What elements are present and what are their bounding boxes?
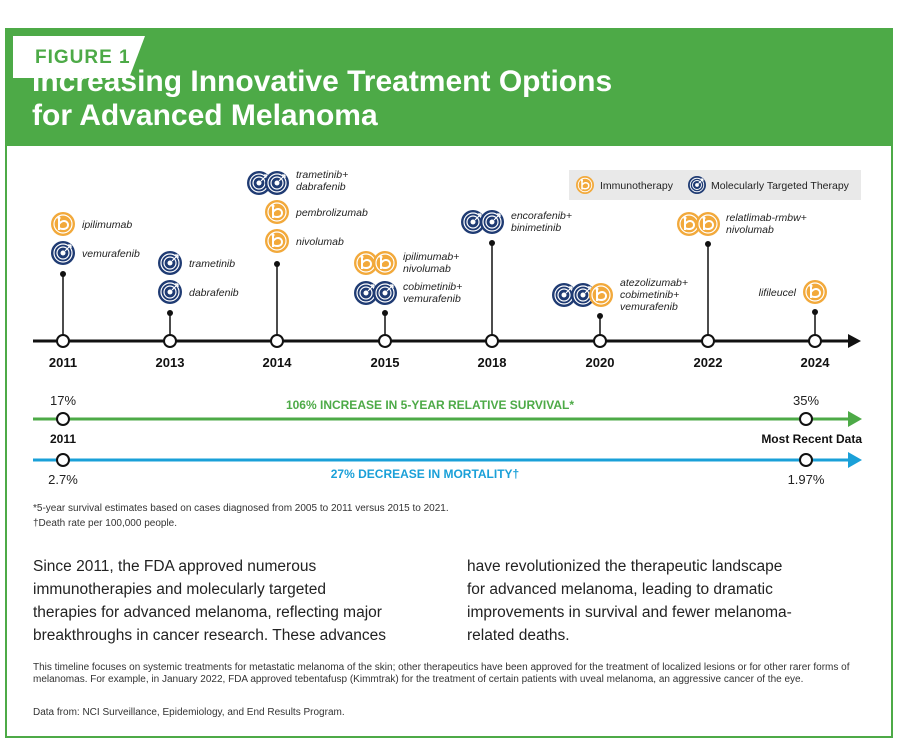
survival-end-value: 35%	[793, 393, 819, 408]
immunotherapy-icon	[264, 199, 290, 225]
legend-immunotherapy: Immunotherapy	[600, 180, 674, 192]
body-column-2: have revolutionized the therapeutic land…	[467, 555, 877, 647]
year-2022: 2022	[694, 355, 723, 370]
targeted-therapy-icon	[50, 240, 76, 266]
drug-label: pembrolizumab	[295, 207, 368, 219]
drug-label: relatlimab-rmbw+	[726, 212, 807, 224]
body-line: for advanced melanoma, leading to dramat…	[467, 581, 773, 598]
header-banner: FIGURE 1	[5, 28, 893, 146]
targeted-therapy-icon	[157, 279, 183, 305]
targeted-therapy-icon	[479, 209, 505, 235]
drug-label: binimetinib	[511, 222, 561, 234]
legend-targeted: Molecularly Targeted Therapy	[711, 180, 850, 192]
body-line: improvements in survival and fewer melan…	[467, 604, 792, 621]
footnote-death-rate: †Death rate per 100,000 people.	[33, 518, 177, 529]
figure-title: Increasing Innovative Treatment Options …	[32, 65, 732, 133]
drug-label: dabrafenib	[296, 181, 346, 193]
timeline-arrowhead	[848, 334, 861, 348]
mortality-end-marker	[799, 453, 813, 467]
drug-label: dabrafenib	[189, 287, 239, 299]
body-line: breakthroughs in cancer research. These …	[33, 627, 386, 644]
drug-label: lifileucel	[759, 287, 797, 299]
timeline-diagram: Immunotherapy Molecularly Targeted Thera…	[33, 169, 862, 487]
mortality-end-value: 1.97%	[788, 472, 825, 487]
drug-label: vemurafenib	[620, 301, 678, 313]
drug-label: cobimetinib+	[620, 289, 679, 301]
targeted-therapy-icon	[372, 280, 398, 306]
stem-dots	[60, 240, 818, 319]
drug-label: nivolumab	[726, 224, 774, 236]
year-2011: 2011	[49, 355, 77, 370]
immunotherapy-icon	[264, 228, 290, 254]
drug-label: trametinib+	[296, 169, 348, 181]
year-2020: 2020	[586, 355, 615, 370]
targeted-therapy-icon	[687, 175, 707, 195]
immunotherapy-icon	[802, 279, 828, 305]
survival-label: 106% INCREASE IN 5-YEAR RELATIVE SURVIVA…	[286, 398, 574, 412]
drug-label: nivolumab	[403, 263, 451, 275]
drug-label: nivolumab	[296, 236, 344, 248]
body-line: immunotherapies and molecularly targeted	[33, 581, 326, 598]
title-line-2: for Advanced Melanoma	[32, 99, 378, 132]
body-line: related deaths.	[467, 627, 570, 644]
immunotherapy-icon	[575, 175, 595, 195]
immunotherapy-icon	[588, 282, 614, 308]
comparison-end-label: Most Recent Data	[761, 432, 862, 446]
mortality-label: 27% DECREASE IN MORTALITY†	[331, 467, 519, 481]
scope-note: This timeline focuses on systemic treatm…	[33, 662, 850, 685]
survival-start-marker	[56, 412, 70, 426]
body-column-1: Since 2011, the FDA approved numerous im…	[33, 555, 443, 647]
year-2015: 2015	[371, 355, 400, 370]
year-2013: 2013	[156, 355, 185, 370]
targeted-therapy-icon	[157, 250, 183, 276]
drug-label: atezolizumab+	[620, 277, 688, 289]
drug-label: vemurafenib	[82, 248, 140, 260]
survival-start-value: 17%	[50, 393, 76, 408]
body-line: therapies for advanced melanoma, reflect…	[33, 604, 382, 621]
drug-label: cobimetinib+	[403, 281, 462, 293]
immunotherapy-icon	[50, 211, 76, 237]
targeted-therapy-icon	[264, 170, 290, 196]
figure-label: FIGURE 1	[35, 47, 131, 68]
survival-arrowhead	[848, 411, 862, 427]
drug-label: trametinib	[189, 258, 235, 270]
title-line-1: Increasing Innovative Treatment Options	[32, 65, 613, 98]
mortality-arrowhead	[848, 452, 862, 468]
drug-label: vemurafenib	[403, 293, 461, 305]
year-2014: 2014	[263, 355, 293, 370]
drug-label: ipilimumab	[82, 219, 132, 231]
figure-frame	[5, 28, 893, 738]
legend-box	[569, 170, 861, 200]
figure-tag: FIGURE 1	[13, 36, 145, 78]
drug-label: ipilimumab+	[403, 251, 459, 263]
data-source: Data from: NCI Surveillance, Epidemiolog…	[33, 707, 345, 718]
year-2018: 2018	[478, 355, 507, 370]
drug-label: encorafenib+	[511, 210, 572, 222]
survival-end-marker	[799, 412, 813, 426]
year-markers	[56, 334, 822, 348]
immunotherapy-icon	[372, 250, 398, 276]
immunotherapy-icon	[695, 211, 721, 237]
year-2024: 2024	[801, 355, 831, 370]
body-line: Since 2011, the FDA approved numerous	[33, 558, 317, 575]
comparison-start-label: 2011	[50, 432, 76, 446]
footnote-survival: *5-year survival estimates based on case…	[33, 503, 449, 514]
body-line: have revolutionized the therapeutic land…	[467, 558, 783, 575]
mortality-start-value: 2.7%	[48, 472, 78, 487]
timeline-stems	[62, 243, 816, 335]
mortality-start-marker	[56, 453, 70, 467]
